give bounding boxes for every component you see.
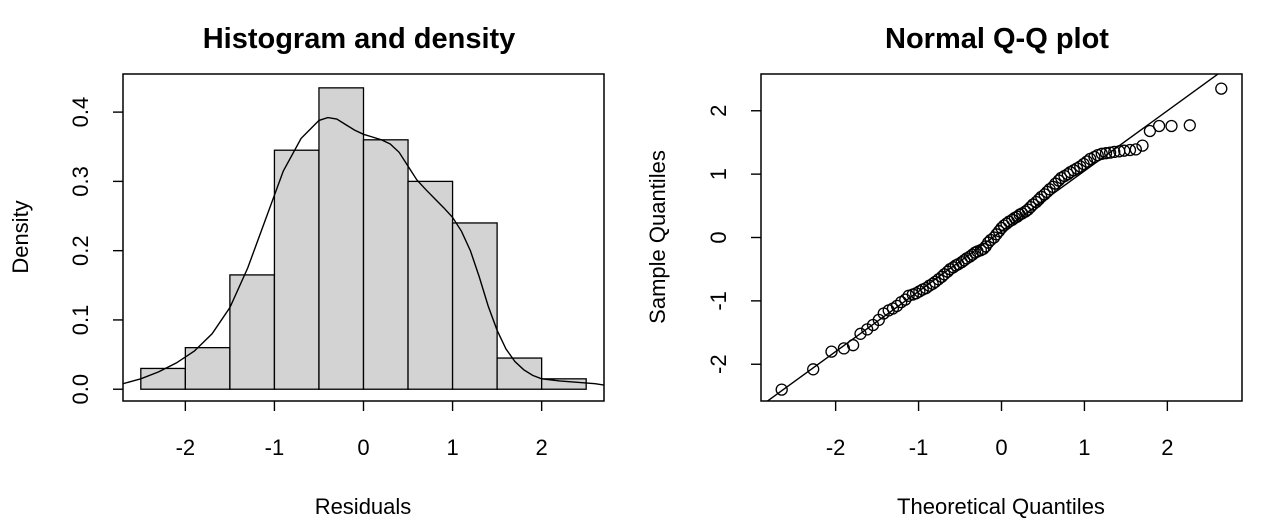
x-tick-label: -1 [265, 435, 285, 460]
y-axis-label: Density [8, 200, 33, 273]
y-tick-label: 0.2 [68, 235, 93, 266]
histogram-bar [362, 139, 409, 390]
y-tick-label: 0.4 [68, 97, 93, 128]
qq-point [807, 363, 820, 376]
y-tick-label: 0 [706, 231, 731, 243]
qq-point [1099, 147, 1113, 160]
x-tick-label: 2 [1161, 435, 1173, 460]
qq-point [919, 282, 933, 295]
histogram-bar [318, 87, 365, 390]
x-axis-label: Theoretical Quantiles [897, 494, 1105, 519]
x-tick-label: -2 [826, 435, 846, 460]
y-tick-label: -2 [706, 354, 731, 374]
qq-point [1095, 147, 1108, 160]
x-tick-label: 0 [357, 435, 369, 460]
y-axis: -2 -1 0 1 2 [706, 105, 761, 374]
chart-title: Histogram and density [203, 23, 516, 55]
qq-point [775, 383, 788, 396]
x-tick-label: -1 [909, 435, 929, 460]
qq-point [1118, 144, 1131, 157]
x-tick-label: 2 [536, 435, 548, 460]
histogram-bar [273, 149, 320, 390]
qq-point [890, 299, 904, 313]
density-curve-group [123, 116, 604, 386]
qq-point [1165, 119, 1178, 133]
qq-point [1129, 143, 1142, 156]
qq-point [1143, 124, 1157, 138]
y-tick-label: -1 [706, 291, 731, 311]
qq-point [1183, 119, 1196, 132]
y-axis: 0.0 0.1 0.2 0.3 0.4 [68, 97, 123, 405]
qq-point [1123, 143, 1137, 157]
qq-points [775, 82, 1228, 396]
chart-title: Normal Q-Q plot [885, 23, 1109, 55]
y-tick-label: 0.0 [68, 374, 93, 405]
x-tick-label: 1 [446, 435, 458, 460]
x-tick-label: 1 [1078, 435, 1090, 460]
qq-point [846, 339, 860, 352]
x-axis: -2 -1 0 1 2 [176, 401, 548, 460]
histogram-bar [184, 347, 231, 390]
histogram-bar [407, 180, 454, 390]
qq-point [825, 345, 838, 358]
qq-point [1136, 139, 1149, 152]
x-axis: -2 -1 0 1 2 [826, 401, 1173, 460]
x-tick-label: 0 [995, 435, 1007, 460]
histogram-bar [496, 357, 543, 390]
qq-point [1108, 145, 1121, 159]
qq-point [854, 327, 867, 340]
y-axis-label: Sample Quantiles [645, 150, 670, 324]
y-tick-label: 0.3 [68, 166, 93, 197]
histogram-bar [229, 274, 276, 390]
density-curve [123, 116, 604, 386]
qq-point [1103, 146, 1117, 159]
y-tick-label: 2 [706, 105, 731, 117]
histogram-bars [140, 87, 587, 390]
y-tick-label: 0.1 [68, 305, 93, 336]
x-axis-label: Residuals [315, 494, 412, 519]
x-tick-label: -2 [176, 435, 196, 460]
histogram-bar [451, 222, 498, 390]
histogram-bar [140, 367, 187, 390]
histogram-panel: Histogram and density Residuals Density … [8, 23, 605, 519]
y-tick-label: 1 [706, 168, 731, 180]
qq-plot-panel: Normal Q-Q plot Theoretical Quantiles Sa… [645, 23, 1243, 519]
qq-point [1152, 119, 1166, 133]
histogram-bar [540, 378, 587, 390]
qq-point [1215, 82, 1228, 95]
